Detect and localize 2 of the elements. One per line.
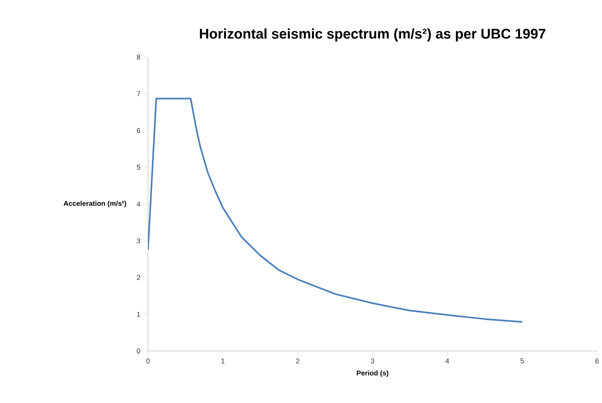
chart-title: Horizontal seismic spectrum (m/s²) as per UBC 1997: [200, 28, 546, 42]
line-series: [148, 98, 523, 323]
